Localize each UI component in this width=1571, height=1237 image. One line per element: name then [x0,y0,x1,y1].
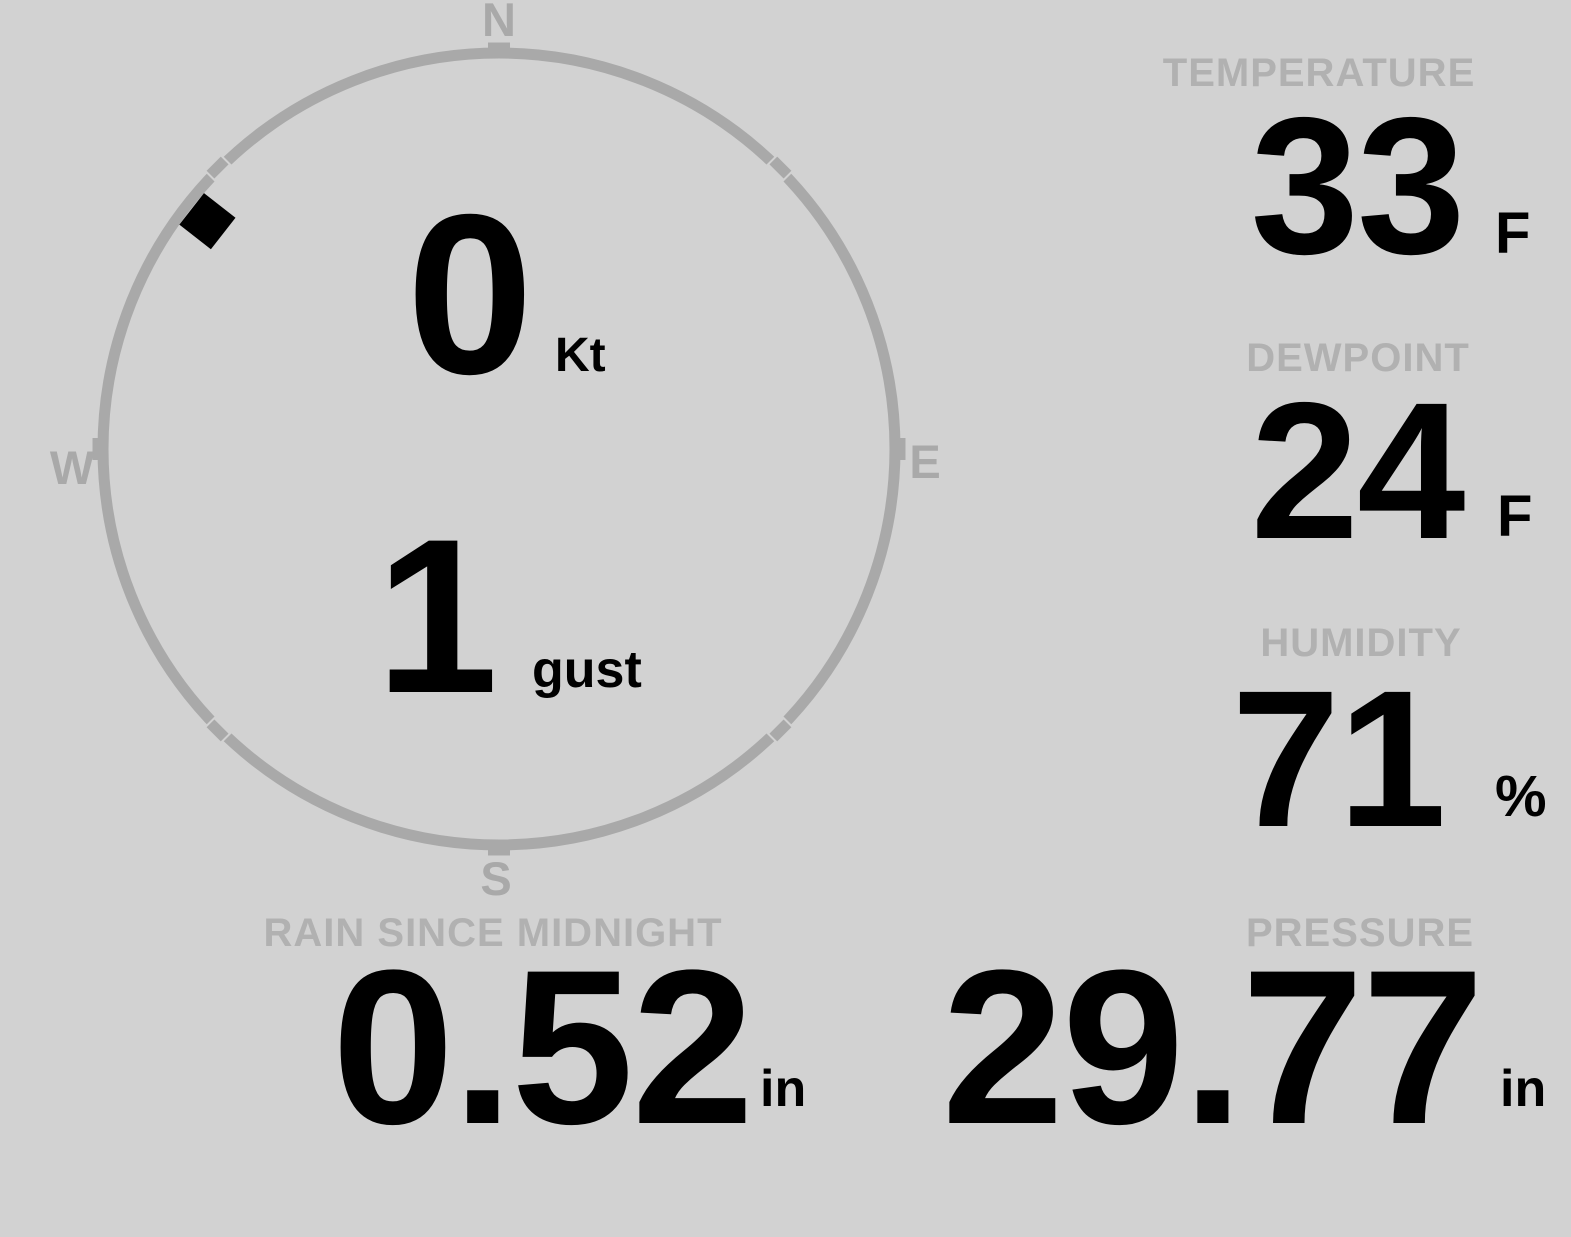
rain-unit: in [760,1060,807,1118]
wind-gust-value: 1 [375,493,498,739]
compass-label-east: E [909,435,941,488]
compass-label-west: W [49,441,95,494]
wind-speed-value: 0 [406,168,534,422]
wind-gust-unit: gust [532,641,642,699]
rain-value: 0.52 [331,924,754,1170]
rain-label: RAIN SINCE MIDNIGHT [263,911,723,955]
compass-ticks [92,42,906,856]
compass-label-south: S [480,852,512,905]
pressure-unit: in [1500,1060,1547,1118]
humidity-value: 71 [1231,650,1447,868]
pressure-label: PRESSURE [1245,911,1475,955]
temperature-value: 33 [1250,77,1466,295]
pressure-value: 29.77 [941,924,1485,1170]
wind-direction-marker [179,193,236,250]
dewpoint-label: DEWPOINT [1246,336,1470,380]
dewpoint-value: 24 [1250,362,1466,580]
humidity-label: HUMIDITY [1260,621,1462,665]
temperature-unit: F [1495,201,1531,266]
humidity-unit: % [1495,764,1547,829]
dewpoint-unit: F [1497,484,1533,549]
compass-label-north: N [482,0,516,46]
temperature-label: TEMPERATURE [1162,51,1476,95]
wind-speed-unit: Kt [555,329,606,382]
wind-direction-diamond-icon [179,193,236,250]
